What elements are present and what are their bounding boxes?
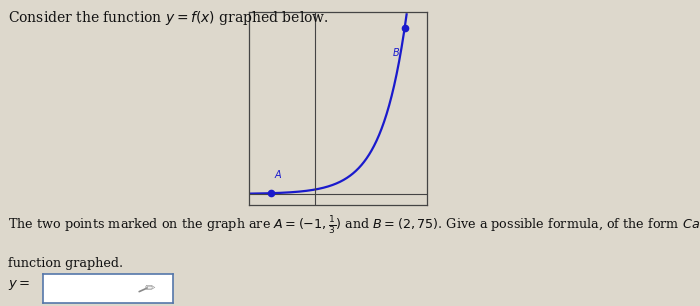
Text: $y =$: $y =$ — [8, 278, 31, 293]
Text: B: B — [393, 48, 399, 58]
Text: A: A — [274, 170, 281, 180]
Text: function graphed.: function graphed. — [8, 257, 123, 270]
Text: Consider the function $y = f(x)$ graphed below.: Consider the function $y = f(x)$ graphed… — [8, 9, 329, 27]
Text: The two points marked on the graph are $A = (-1, \frac{1}{3})$ and $B = (2, 75)$: The two points marked on the graph are $… — [8, 214, 700, 236]
Text: ✏: ✏ — [144, 282, 155, 295]
